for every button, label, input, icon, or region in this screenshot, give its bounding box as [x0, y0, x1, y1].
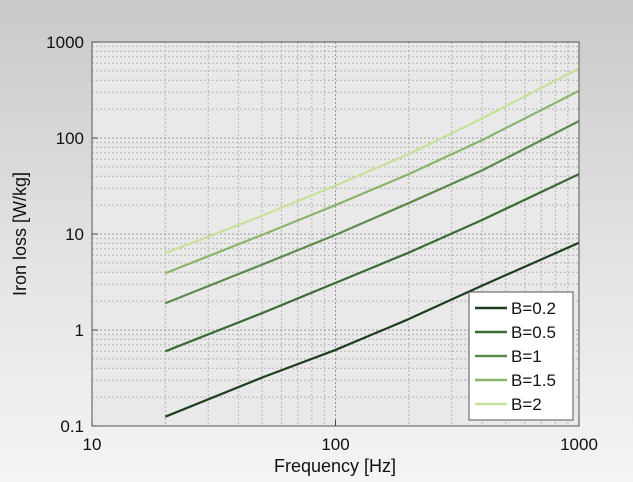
legend-label: B=0.2 — [511, 299, 556, 318]
series-line-b-0-2 — [164, 241, 580, 418]
y-axis-label: Iron loss [W/kg] — [10, 172, 30, 296]
series-lines — [164, 67, 580, 418]
y-tick-label: 0.1 — [60, 417, 84, 436]
axis-ticks: 10 100 1000 0.1 1 10 100 1000 — [46, 33, 598, 454]
y-tick-label: 1000 — [46, 33, 84, 52]
x-axis-label: Frequency [Hz] — [274, 456, 396, 476]
y-tick-label: 10 — [65, 225, 84, 244]
legend-label: B=1.5 — [511, 371, 556, 390]
y-tick-label: 1 — [75, 321, 84, 340]
legend-label: B=2 — [511, 395, 542, 414]
x-tick-label: 10 — [83, 435, 102, 454]
x-tick-label: 100 — [321, 435, 349, 454]
series-line-b-2 — [164, 67, 580, 255]
legend-label: B=0.5 — [511, 323, 556, 342]
legend-label: B=1 — [511, 347, 542, 366]
x-tick-label: 1000 — [560, 435, 598, 454]
series-line-b-0-5 — [164, 173, 580, 353]
y-tick-label: 100 — [56, 129, 84, 148]
series-line-b-1-5 — [164, 89, 580, 275]
series-line-b-1 — [164, 120, 580, 305]
legend: B=0.2 B=0.5 B=1 B=1.5 B=2 — [468, 291, 574, 421]
